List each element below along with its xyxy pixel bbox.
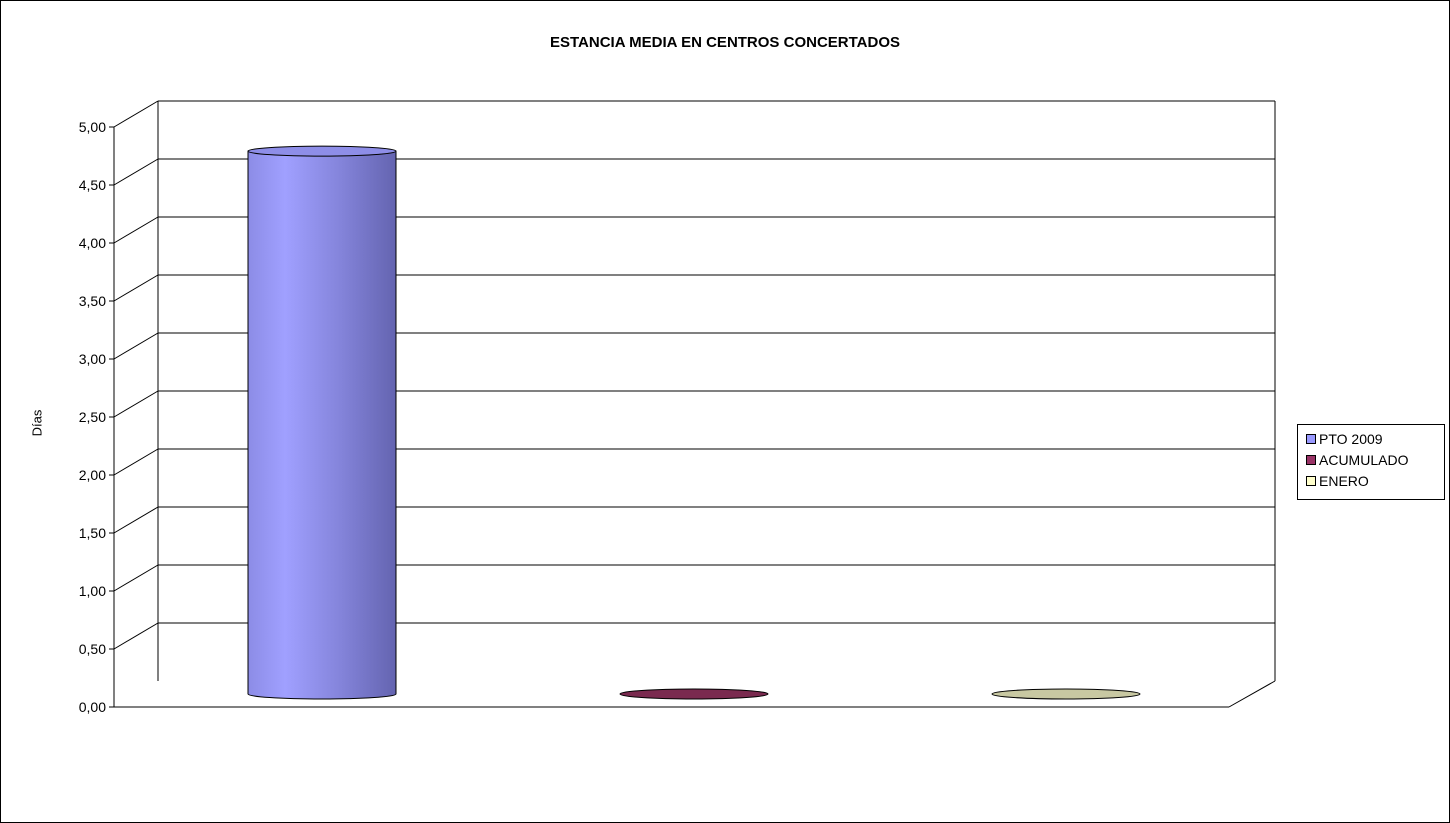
floor-right-edge [1228, 680, 1276, 708]
y-tick-label: 5,00 [79, 119, 106, 135]
legend: PTO 2009 ACUMULADO ENERO [1297, 424, 1445, 500]
side-gridline [113, 506, 159, 534]
side-gridline [113, 274, 159, 302]
y-tick-label: 0,50 [79, 641, 106, 657]
side-gridline [113, 448, 159, 476]
y-axis-label: Días [29, 409, 45, 437]
legend-item: ENERO [1306, 472, 1444, 493]
bar-flat [991, 688, 1141, 700]
legend-label: PTO 2009 [1319, 431, 1383, 447]
side-gridline [113, 100, 159, 128]
side-gridline [113, 622, 159, 650]
y-tick-label: 1,00 [79, 583, 106, 599]
y-tick-label: 4,50 [79, 177, 106, 193]
y-tick-label: 1,50 [79, 525, 106, 541]
bars [247, 145, 1141, 700]
legend-swatch [1306, 476, 1316, 486]
side-gridline [113, 390, 159, 418]
y-tick-label: 0,00 [79, 699, 106, 715]
legend-item: ACUMULADO [1306, 451, 1444, 472]
side-gridline [113, 158, 159, 186]
legend-label: ENERO [1319, 473, 1369, 489]
bar-top [247, 145, 397, 157]
legend-item: PTO 2009 [1306, 430, 1444, 451]
y-tick-label: 3,00 [79, 351, 106, 367]
y-tick-label: 2,50 [79, 409, 106, 425]
legend-label: ACUMULADO [1319, 452, 1409, 468]
legend-swatch [1306, 455, 1316, 465]
y-tick-label: 4,00 [79, 235, 106, 251]
y-tick-label: 3,50 [79, 293, 106, 309]
bar-body [247, 150, 397, 700]
y-tick-label: 2,00 [79, 467, 106, 483]
side-gridline [113, 216, 159, 244]
side-gridline [113, 564, 159, 592]
legend-swatch [1306, 434, 1316, 444]
chart-title: ESTANCIA MEDIA EN CENTROS CONCERTADOS [549, 34, 900, 51]
bar-flat [619, 688, 769, 700]
side-gridline [113, 332, 159, 360]
